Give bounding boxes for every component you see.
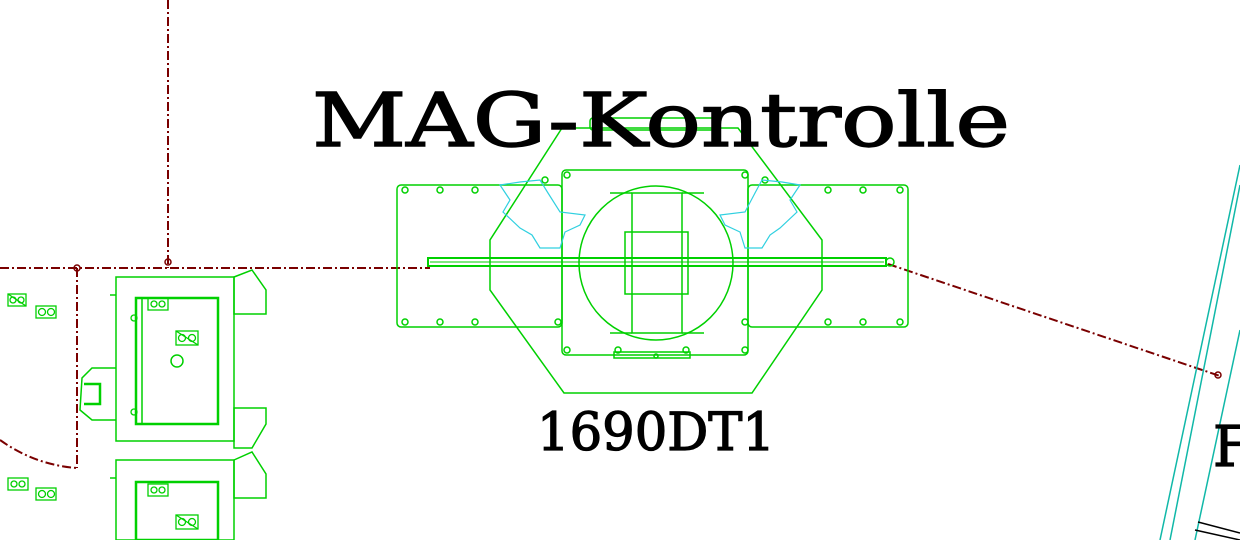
machine-frame-lower [115, 459, 235, 540]
rails [1159, 164, 1240, 540]
bolt-hole [614, 346, 622, 354]
bolt-hole [436, 186, 444, 194]
equipment-bottom-bar [613, 351, 691, 359]
equipment-top-handle [589, 117, 715, 131]
valve-symbol [35, 487, 57, 501]
cyan-outlines [498, 179, 802, 249]
bolt-hole [401, 186, 409, 194]
equipment-left-wing [396, 184, 563, 328]
small-ring [130, 408, 138, 416]
small-ring [130, 314, 138, 322]
bolt-hole [436, 318, 444, 326]
valve-symbol [147, 297, 169, 311]
bolt-hole [896, 318, 904, 326]
rail-line [1159, 164, 1240, 540]
bolt-hole [896, 186, 904, 194]
edge-label: F [1213, 415, 1240, 480]
machine-inner-upper [134, 296, 220, 426]
valve-symbol [175, 514, 199, 530]
valve-symbol [7, 293, 27, 307]
boundary-lines [0, 0, 1221, 469]
bolt-hole [563, 346, 571, 354]
machine-side-bracket [233, 451, 267, 499]
bolt-hole [824, 318, 832, 326]
equipment-octagon-outline [489, 127, 823, 394]
machine-inner-lower [134, 480, 220, 540]
bolt-hole [859, 186, 867, 194]
machine-side-bracket [233, 407, 267, 449]
drawing-title: MAG-Kontrolle [312, 78, 1010, 164]
left-machines [79, 269, 267, 540]
bolt-hole [401, 318, 409, 326]
bolt-hole [859, 318, 867, 326]
boundary-diagonal-line [887, 263, 1221, 377]
cyan-outline-right [719, 179, 802, 249]
hatch-line [1197, 521, 1240, 534]
machine-side-motor [79, 367, 116, 421]
small-symbols [7, 293, 199, 530]
rail-line [1169, 184, 1240, 540]
bolt-hole [741, 171, 749, 179]
machine-frame-upper [115, 276, 235, 442]
equipment-shaft-end [885, 257, 895, 267]
machine-side-motor-detail [84, 382, 102, 406]
bolt-hole [653, 353, 659, 359]
bolt-hole [563, 171, 571, 179]
equipment-1690dt1 [396, 117, 909, 394]
bolt-hole [824, 186, 832, 194]
valve-symbol [7, 477, 29, 491]
boundary-node [73, 264, 81, 272]
equipment-center-square [624, 231, 689, 295]
boundary-node [1214, 371, 1222, 379]
cyan-outline-left [498, 179, 586, 249]
bolt-hole [471, 186, 479, 194]
hatch-line [1194, 529, 1240, 540]
boundary-node [164, 258, 172, 266]
rail-line [1194, 329, 1240, 540]
equipment-label: 1690DT1 [537, 403, 775, 463]
valve-symbol [175, 330, 199, 346]
machine-side-bracket [233, 269, 267, 315]
bolt-hole [471, 318, 479, 326]
equipment-bolts [401, 171, 904, 359]
valve-symbol [147, 483, 169, 497]
boundary-left-curve [0, 439, 78, 469]
bolt-hole [741, 346, 749, 354]
equipment-rotor-block [631, 192, 683, 334]
equipment-rotor-circle [578, 185, 734, 341]
equipment-right-wing [747, 184, 909, 328]
machine-indicator [170, 354, 184, 368]
bolt-hole [682, 346, 690, 354]
valve-symbol [35, 305, 57, 319]
rail-hatch [1194, 521, 1240, 540]
machine-inner-upper-face [141, 297, 219, 425]
bolt-hole [741, 318, 749, 326]
bolt-hole [541, 176, 549, 184]
bolt-hole [554, 318, 562, 326]
